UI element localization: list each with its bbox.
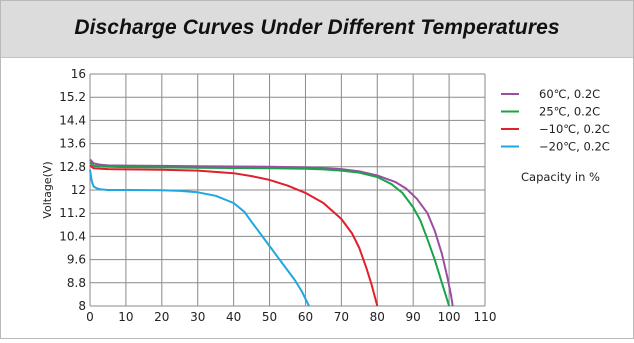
legend-label-1: 25℃, 0.2C xyxy=(539,105,600,119)
y-tick-label: 13.6 xyxy=(59,137,86,151)
series-line-1 xyxy=(89,161,451,307)
series-line-2 xyxy=(89,164,379,307)
legend-label-2: −10℃, 0.2C xyxy=(539,122,610,136)
y-tick-label: 8.8 xyxy=(67,276,86,290)
x-tick-label: 10 xyxy=(118,310,133,324)
x-tick-label: 30 xyxy=(190,310,205,324)
y-tick-label: 8 xyxy=(78,299,86,313)
x-tick-label: 100 xyxy=(438,310,461,324)
y-tick-label: 15.2 xyxy=(59,90,86,104)
x-tick-label: 40 xyxy=(226,310,241,324)
y-tick-label: 11.2 xyxy=(59,206,86,220)
x-tick-label: 50 xyxy=(262,310,277,324)
y-tick-label: 9.6 xyxy=(67,253,86,267)
x-tick-label: 0 xyxy=(86,310,94,324)
x-tick-label: 80 xyxy=(370,310,385,324)
capacity-annotation: Capacity in % xyxy=(521,170,600,184)
y-tick-label: 12.8 xyxy=(59,160,86,174)
discharge-chart-svg: 0 10 20 30 40 50 60 70 80 90 100 110 8 8.8 9.6 10.4 11.2… xyxy=(41,67,610,324)
legend-label-0: 60℃, 0.2C xyxy=(539,87,600,101)
y-tick-label: 16 xyxy=(71,67,86,81)
x-tick-label: 60 xyxy=(298,310,313,324)
chart-title: Discharge Curves Under Different Tempera… xyxy=(74,16,560,39)
y-tick-label: 12 xyxy=(71,183,86,197)
chart-area: 0 10 20 30 40 50 60 70 80 90 100 110 8 8.8 9.6 10.4 11.2… xyxy=(1,58,633,338)
y-tick-label: 10.4 xyxy=(59,229,86,243)
series-line-3 xyxy=(89,169,310,307)
chart-header: Discharge Curves Under Different Tempera… xyxy=(1,1,633,58)
x-tick-label: 90 xyxy=(406,310,421,324)
legend-label-3: −20℃, 0.2C xyxy=(539,140,610,154)
x-tick-label: 20 xyxy=(154,310,169,324)
y-axis-label: Voltage(V) xyxy=(41,161,54,218)
y-tick-label: 14.4 xyxy=(59,113,86,127)
x-tick-label: 110 xyxy=(474,310,497,324)
x-tick-label: 70 xyxy=(334,310,349,324)
series-line-0 xyxy=(89,158,454,307)
